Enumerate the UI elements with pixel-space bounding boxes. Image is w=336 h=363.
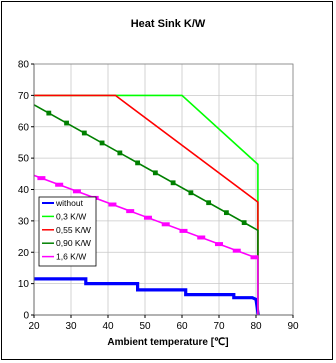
legend-label-3: 0,90 K/W [56, 238, 91, 248]
series-marker-0-90 [99, 140, 105, 146]
x-tick-label: 60 [176, 321, 188, 332]
series-marker-1-6 [250, 255, 259, 260]
series-marker-1-6 [197, 235, 206, 240]
series-marker-0-90 [224, 210, 229, 216]
y-tick-label: 0 [23, 311, 29, 322]
series-marker-1-6 [215, 242, 223, 247]
y-tick-label: 30 [18, 216, 30, 227]
series-marker-1-6 [37, 176, 46, 181]
series-marker-1-6 [55, 182, 64, 187]
series-marker-0-90 [46, 110, 52, 116]
legend-label-2: 0,55 K/W [56, 225, 91, 235]
axes: 0 10 20 30 40 50 60 70 80 20 30 40 50 60 70 80 90 [18, 60, 299, 333]
series [33, 94, 260, 316]
x-tick-label: 50 [139, 321, 151, 332]
series-marker-1-6 [161, 222, 170, 227]
x-tick-label: 80 [250, 321, 262, 332]
x-axis-title: Ambient temperature [℃] [107, 337, 228, 348]
x-tick-label: 70 [213, 321, 225, 332]
y-tick-label: 40 [18, 185, 30, 196]
heat-sink-chart: Heat Sink K/W 0 10 20 30 40 50 60 70 80 20 30 40 50 6… [18, 18, 299, 348]
legend: without 0,3 K/W 0,55 K/W 0,90 K/W 1,6 K/W [38, 196, 97, 267]
series-marker-1-6 [72, 189, 81, 194]
x-tick-label: 30 [65, 321, 77, 332]
legend-label-0: without [55, 198, 84, 208]
series-marker-0-90 [206, 200, 212, 206]
series-marker-1-6 [126, 209, 135, 214]
series-marker-0-90 [188, 190, 194, 196]
y-tick-label: 50 [18, 154, 30, 165]
y-tick-label: 10 [18, 279, 30, 290]
x-tick-label: 90 [287, 321, 299, 332]
series-marker-0-90 [117, 150, 123, 156]
series-marker-0-90 [152, 170, 158, 176]
chart-title: Heat Sink K/W [131, 18, 206, 30]
chart-frame: Heat Sink K/W 0 10 20 30 40 50 60 70 80 20 30 40 50 6… [1, 1, 333, 360]
series-marker-1-6 [108, 202, 117, 207]
series-marker-0-90 [81, 130, 87, 136]
legend-label-4: 1,6 K/W [56, 252, 86, 262]
y-tick-label: 60 [18, 122, 30, 133]
legend-label-1: 0,3 K/W [56, 211, 86, 221]
series-marker-0-90 [170, 180, 176, 186]
series-marker-1-6 [143, 215, 152, 220]
x-tick-label: 20 [28, 321, 40, 332]
y-tick-label: 20 [18, 248, 30, 259]
x-tick-label: 40 [102, 321, 114, 332]
series-marker-0-90 [64, 120, 69, 126]
legend-box [38, 196, 97, 267]
series-marker-1-6 [232, 248, 241, 253]
series-marker-1-6 [179, 228, 188, 233]
y-tick-label: 80 [18, 60, 30, 71]
series-line-0 [34, 277, 260, 316]
series-marker-0-90 [135, 160, 140, 166]
series-marker-0-90 [241, 220, 247, 226]
y-tick-label: 70 [18, 91, 30, 102]
